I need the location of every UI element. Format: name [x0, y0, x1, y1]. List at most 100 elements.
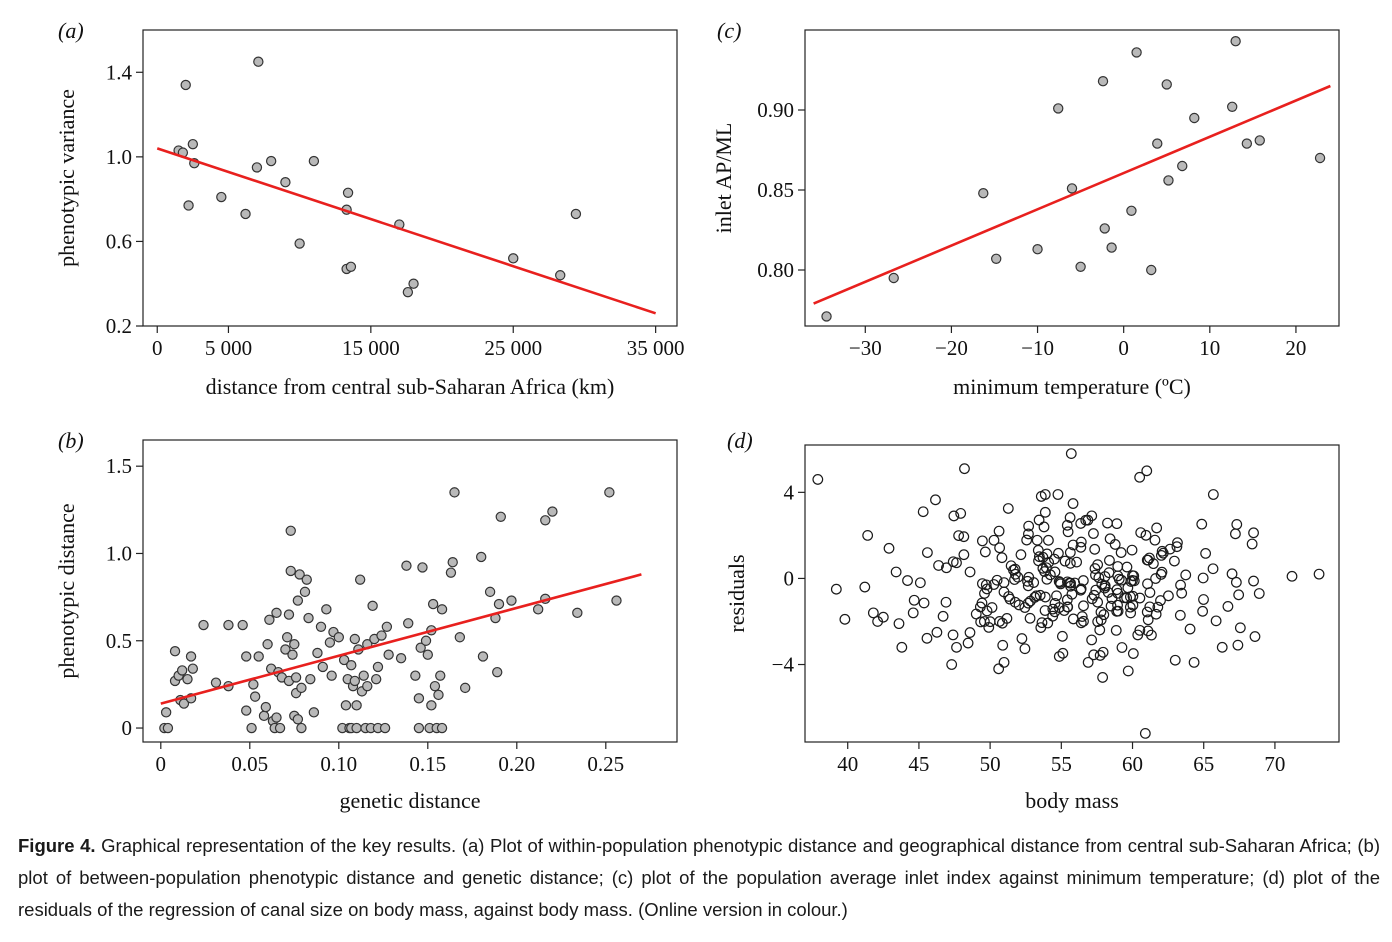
data-point: [1109, 539, 1121, 550]
data-point: [1047, 610, 1059, 622]
data-point: [604, 487, 615, 498]
data-point: [1313, 568, 1325, 580]
data-point: [988, 534, 1000, 546]
data-point: [918, 597, 930, 609]
y-tick-label: 1.4: [106, 60, 133, 84]
data-point: [948, 510, 960, 522]
data-point: [883, 542, 895, 554]
data-point: [1092, 596, 1104, 608]
data-point: [1150, 573, 1162, 584]
figure-caption: Figure 4. Graphical representation of th…: [18, 830, 1380, 926]
x-tick-label: 70: [1264, 752, 1285, 776]
data-point: [1064, 547, 1076, 558]
data-point: [1062, 601, 1073, 613]
y-axis-label: phenotypic variance: [54, 89, 79, 267]
x-tick-label: 40: [837, 752, 858, 776]
data-point: [198, 619, 209, 631]
data-point: [1134, 592, 1146, 604]
data-point: [839, 613, 851, 625]
data-point: [315, 621, 327, 632]
data-point: [1157, 547, 1169, 559]
data-point: [1134, 471, 1146, 483]
data-point: [447, 556, 458, 568]
panel-b: (b) 0 0.05 0.10 0.15 0.20 0.25 0 0.5 1.0 1.5 geneti…: [54, 428, 678, 813]
data-point: [812, 474, 824, 485]
data-point: [991, 574, 1003, 586]
data-point: [1144, 601, 1156, 613]
data-point: [296, 722, 307, 734]
x-tick-label: 0: [1118, 336, 1129, 360]
data-point: [1176, 587, 1188, 599]
data-point: [979, 546, 991, 558]
data-point: [940, 596, 952, 608]
data-point: [317, 661, 328, 673]
data-point: [449, 487, 460, 498]
data-point: [1254, 135, 1265, 146]
data-point: [1112, 599, 1123, 611]
data-point: [1054, 577, 1066, 588]
data-point: [262, 639, 273, 650]
x-tick-label: 10: [1199, 336, 1220, 360]
data-point: [1248, 575, 1259, 587]
data-point: [265, 155, 277, 167]
data-point: [1031, 534, 1043, 546]
data-point: [1248, 527, 1259, 539]
data-point: [1230, 36, 1241, 47]
data-point: [964, 627, 976, 638]
data-point: [877, 611, 889, 623]
data-point: [1009, 596, 1021, 608]
y-tick-label: 4: [784, 480, 795, 504]
data-point: [1125, 576, 1137, 587]
data-point: [1033, 551, 1045, 563]
data-point: [1111, 518, 1123, 530]
data-point: [1088, 589, 1100, 601]
data-point: [1156, 545, 1168, 557]
data-point: [303, 612, 314, 624]
data-point: [1127, 648, 1139, 659]
data-point: [611, 595, 622, 606]
data-point: [1144, 552, 1155, 564]
data-point: [1098, 609, 1110, 621]
y-tick-label: 1.0: [106, 541, 132, 565]
data-point: [436, 604, 448, 615]
plot-frame: [142, 29, 678, 327]
data-point: [1197, 572, 1209, 584]
data-point: [1065, 577, 1076, 589]
data-point: [1163, 590, 1174, 602]
data-point: [292, 595, 304, 606]
data-point: [285, 565, 296, 577]
data-point: [484, 586, 496, 598]
data-point: [1086, 634, 1098, 646]
data-point: [271, 712, 282, 723]
data-point: [280, 644, 291, 655]
data-point: [185, 651, 197, 662]
data-point: [1075, 541, 1087, 553]
data-point: [996, 617, 1008, 629]
data-point: [1171, 541, 1183, 553]
data-point: [280, 177, 291, 188]
data-point: [964, 566, 976, 578]
data-point: [1196, 518, 1208, 530]
data-point: [570, 208, 582, 220]
data-point: [998, 577, 1010, 589]
data-point: [258, 710, 270, 722]
data-point: [1049, 597, 1061, 609]
data-point: [162, 722, 174, 734]
data-point: [1016, 633, 1028, 644]
data-point: [248, 679, 259, 690]
data-point: [1141, 465, 1153, 477]
data-point: [1207, 489, 1219, 500]
data-point: [1029, 591, 1041, 603]
y-tick-label: 0.6: [106, 229, 132, 253]
data-point: [1253, 588, 1265, 599]
data-point: [1036, 617, 1048, 629]
data-point: [1099, 223, 1110, 234]
data-point: [342, 187, 354, 198]
data-point: [1141, 554, 1153, 566]
data-point: [908, 594, 920, 606]
data-point: [429, 680, 441, 692]
data-point: [251, 162, 263, 173]
data-point: [1146, 264, 1157, 276]
data-point: [1039, 489, 1051, 500]
data-point: [1222, 601, 1234, 612]
